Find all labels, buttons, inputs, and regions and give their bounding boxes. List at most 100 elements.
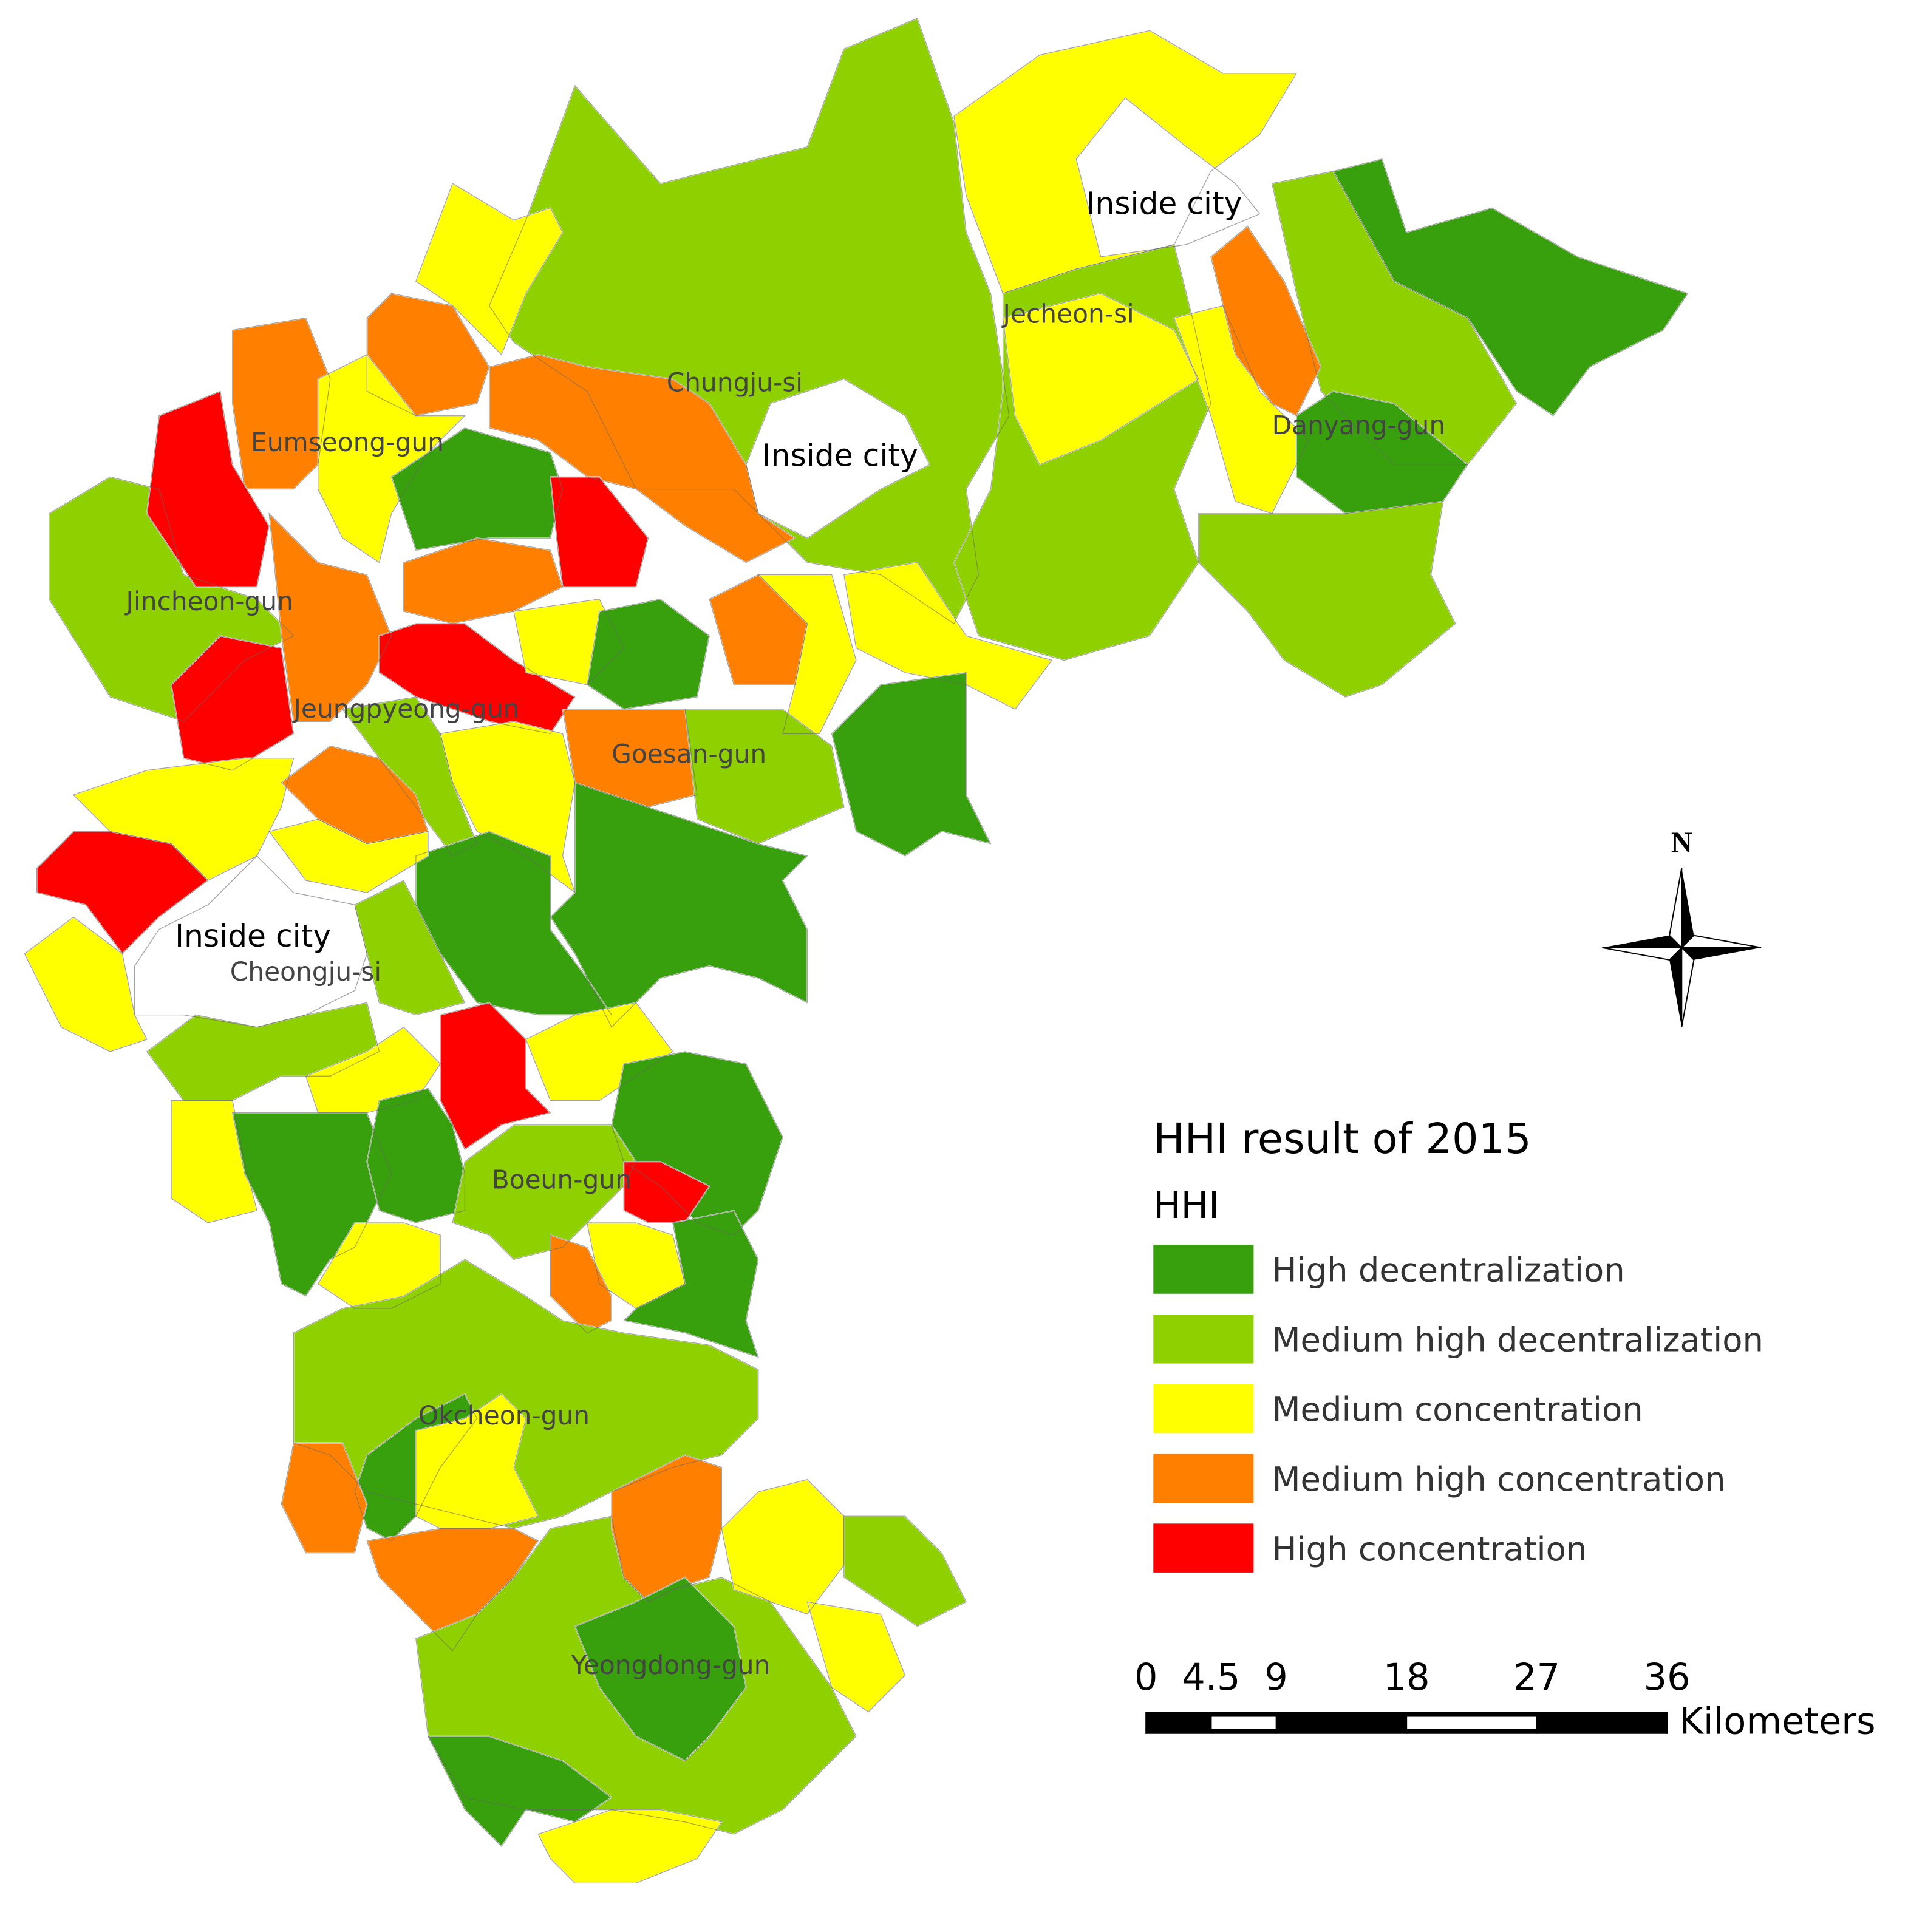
region-border <box>574 1577 747 1761</box>
region <box>550 476 649 588</box>
regions <box>24 18 1689 1884</box>
region-border <box>550 476 649 588</box>
region-label: Chungju-si <box>667 367 803 397</box>
region-border <box>354 880 466 1016</box>
region-border <box>171 1100 257 1223</box>
region-border <box>1002 293 1199 466</box>
region-border <box>390 427 564 551</box>
region-label: Jecheon-si <box>1001 299 1134 329</box>
region-label: Jeungpyeong-gun <box>291 694 519 724</box>
region-border <box>268 818 429 893</box>
region-border <box>806 1601 906 1713</box>
legend-swatch <box>1153 1245 1254 1294</box>
scale-unit: Kilometers <box>1679 1701 1875 1743</box>
north-label: N <box>1671 827 1692 859</box>
region-border <box>318 354 466 563</box>
region-border <box>415 183 564 356</box>
legend-label: Medium high decentralization <box>1272 1321 1763 1359</box>
region-label: Boeun-gun <box>492 1165 632 1195</box>
region-border <box>317 1222 441 1309</box>
region-border <box>268 512 392 722</box>
region-label: Eumseong-gun <box>251 427 444 457</box>
region-border <box>146 390 270 588</box>
city-label: Inside city <box>175 918 331 954</box>
region-border <box>587 599 710 710</box>
region-border <box>757 574 857 734</box>
region-border <box>537 1809 723 1884</box>
compass-point <box>1681 946 1695 1027</box>
north-arrow: N <box>1602 827 1762 1027</box>
region-border <box>171 635 295 771</box>
scale-tick-label: 4.5 <box>1182 1656 1240 1699</box>
region-border <box>415 1393 539 1529</box>
region-label: Danyang-gun <box>1272 410 1446 440</box>
region-border <box>36 831 209 954</box>
region-border <box>623 1161 710 1223</box>
scale-tick-label: 0 <box>1134 1656 1157 1699</box>
region-border <box>1296 390 1468 514</box>
region-border <box>1198 501 1456 698</box>
region-border <box>49 476 295 722</box>
legend-swatch <box>1153 1454 1254 1503</box>
legend-label: Medium concentration <box>1272 1390 1643 1429</box>
region-border <box>440 721 576 894</box>
legend-title: HHI result of 2015 <box>1153 1115 1531 1163</box>
region <box>537 1809 723 1884</box>
region-border <box>623 1210 759 1358</box>
region-border <box>489 354 796 563</box>
region-border <box>1075 97 1261 257</box>
region-border <box>366 293 490 417</box>
region-border <box>489 18 1010 624</box>
region-border <box>684 709 845 845</box>
region-border <box>525 1002 673 1101</box>
region-border <box>293 1259 759 1529</box>
legend-swatch <box>1153 1523 1254 1573</box>
map-labels: Inside city Inside city Inside city Jech… <box>124 185 1446 1680</box>
region-border <box>513 599 624 685</box>
region-border <box>1210 225 1321 417</box>
compass-point <box>1669 868 1683 950</box>
region-label: Okcheon-gun <box>418 1401 590 1430</box>
region-border <box>24 916 148 1052</box>
scale-tick-label: 9 <box>1264 1656 1287 1699</box>
region <box>1198 500 1456 698</box>
legend-label: High concentration <box>1272 1530 1587 1568</box>
region-border <box>953 30 1297 294</box>
region-border <box>403 537 564 624</box>
compass-point <box>1602 947 1683 961</box>
region <box>231 317 331 490</box>
scale-tick-label: 36 <box>1644 1656 1691 1699</box>
region-border <box>232 317 331 490</box>
region-border <box>611 1051 783 1236</box>
region-border <box>366 1087 466 1223</box>
region-border <box>440 1002 551 1150</box>
region-label: Cheongju-si <box>230 957 381 987</box>
region-label: Yeongdong-gun <box>571 1650 771 1680</box>
region-border <box>378 623 576 735</box>
region <box>586 598 710 710</box>
legend-swatch <box>1153 1314 1254 1364</box>
scale-tick-label: 18 <box>1383 1656 1430 1699</box>
region-border <box>745 378 930 539</box>
compass-point <box>1680 934 1762 948</box>
scale-tick-label: 27 <box>1513 1656 1560 1699</box>
city-label: Inside city <box>762 437 918 473</box>
legend-swatch <box>1153 1384 1254 1434</box>
scale-segment <box>1211 1716 1276 1729</box>
region-border <box>550 1234 612 1333</box>
region-border <box>843 1515 967 1627</box>
region-label: Jincheon-gun <box>124 587 293 616</box>
region-border <box>354 1393 478 1542</box>
city-label: Inside city <box>1086 185 1242 221</box>
legend-label: High decentralization <box>1272 1251 1625 1290</box>
region-border <box>1173 305 1309 514</box>
region-border <box>831 672 992 857</box>
region-border <box>1332 158 1689 417</box>
region-border <box>281 1442 367 1554</box>
region-border <box>843 562 1053 710</box>
region-label: Goesan-gun <box>612 740 766 769</box>
legend: HHI result of 2015 HHI High decentraliza… <box>1153 1115 1763 1573</box>
